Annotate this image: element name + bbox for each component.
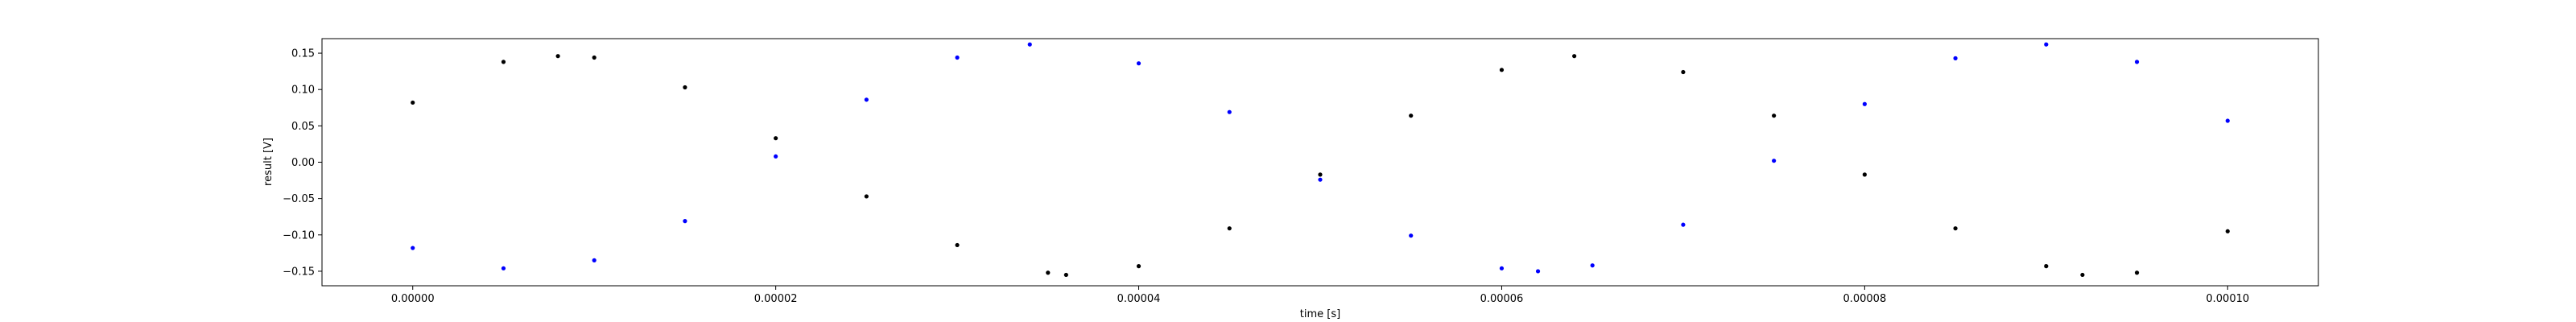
data-point: [1681, 69, 1686, 75]
data-point: [1681, 222, 1686, 227]
data-point: [1499, 266, 1505, 270]
data-point: [1409, 114, 1414, 118]
data-point: [1227, 109, 1232, 114]
x-axis-label: time [s]: [1300, 308, 1340, 320]
data-point: [1572, 54, 1577, 59]
y-tick-label: −0.05: [283, 193, 315, 205]
data-point: [1409, 233, 1414, 238]
data-point: [683, 219, 687, 224]
y-tick-label: 0.15: [291, 48, 315, 60]
data-point: [1953, 226, 1958, 231]
series-1: [411, 54, 2230, 278]
data-point: [1772, 114, 1777, 118]
data-point: [555, 54, 560, 59]
data-point: [2225, 118, 2230, 123]
data-point: [1862, 101, 1867, 106]
x-tick-label: 0.00010: [2206, 293, 2249, 305]
data-point: [592, 258, 597, 262]
y-tick-label: 0.05: [291, 121, 315, 133]
data-point: [1063, 272, 1068, 278]
data-points: [411, 42, 2230, 278]
y-axis-label: result [V]: [262, 138, 275, 186]
data-point: [2134, 270, 2140, 275]
y-axis: 0.15 0.10 0.05 0.00 −0.05 −0.10 −0.15: [283, 48, 322, 278]
data-point: [1590, 263, 1595, 268]
x-tick-label: 0.00002: [754, 293, 798, 305]
data-point: [1046, 270, 1051, 275]
data-point: [955, 242, 960, 248]
data-point: [1535, 269, 1541, 274]
x-tick-label: 0.00008: [1843, 293, 1886, 305]
data-point: [774, 136, 778, 141]
series-2: [411, 42, 2230, 274]
data-point: [1862, 172, 1867, 177]
data-point: [2134, 60, 2140, 64]
data-point: [2225, 229, 2230, 233]
plot-area-frame: [321, 38, 2319, 287]
data-point: [955, 55, 960, 60]
x-tick-label: 0.00006: [1480, 293, 1524, 305]
data-point: [411, 246, 415, 250]
y-tick-label: −0.15: [283, 266, 315, 278]
y-tick-label: 0.00: [291, 157, 315, 169]
x-tick-label: 0.00000: [391, 293, 435, 305]
data-point: [411, 100, 415, 105]
data-point: [683, 85, 687, 90]
data-point: [864, 194, 869, 199]
data-point: [2044, 42, 2049, 47]
data-point: [1136, 61, 1141, 66]
data-point: [1772, 159, 1777, 163]
data-point: [501, 60, 506, 64]
data-point: [2044, 264, 2049, 269]
data-point: [1318, 177, 1323, 182]
data-point: [501, 266, 506, 270]
x-tick-label: 0.00004: [1117, 293, 1161, 305]
data-point: [2080, 272, 2085, 278]
x-axis: 0.00000 0.00002 0.00004 0.00006 0.00008 0.000…: [391, 286, 2249, 305]
data-point: [1499, 68, 1505, 72]
data-point: [864, 97, 869, 102]
y-tick-label: 0.10: [291, 85, 315, 97]
data-point: [1027, 42, 1032, 47]
data-point: [1318, 172, 1323, 177]
data-point: [1136, 264, 1141, 269]
y-tick-label: −0.10: [283, 229, 315, 242]
data-point: [1953, 56, 1958, 60]
data-point: [774, 154, 778, 159]
data-point: [592, 55, 597, 60]
data-point: [1227, 226, 1232, 231]
